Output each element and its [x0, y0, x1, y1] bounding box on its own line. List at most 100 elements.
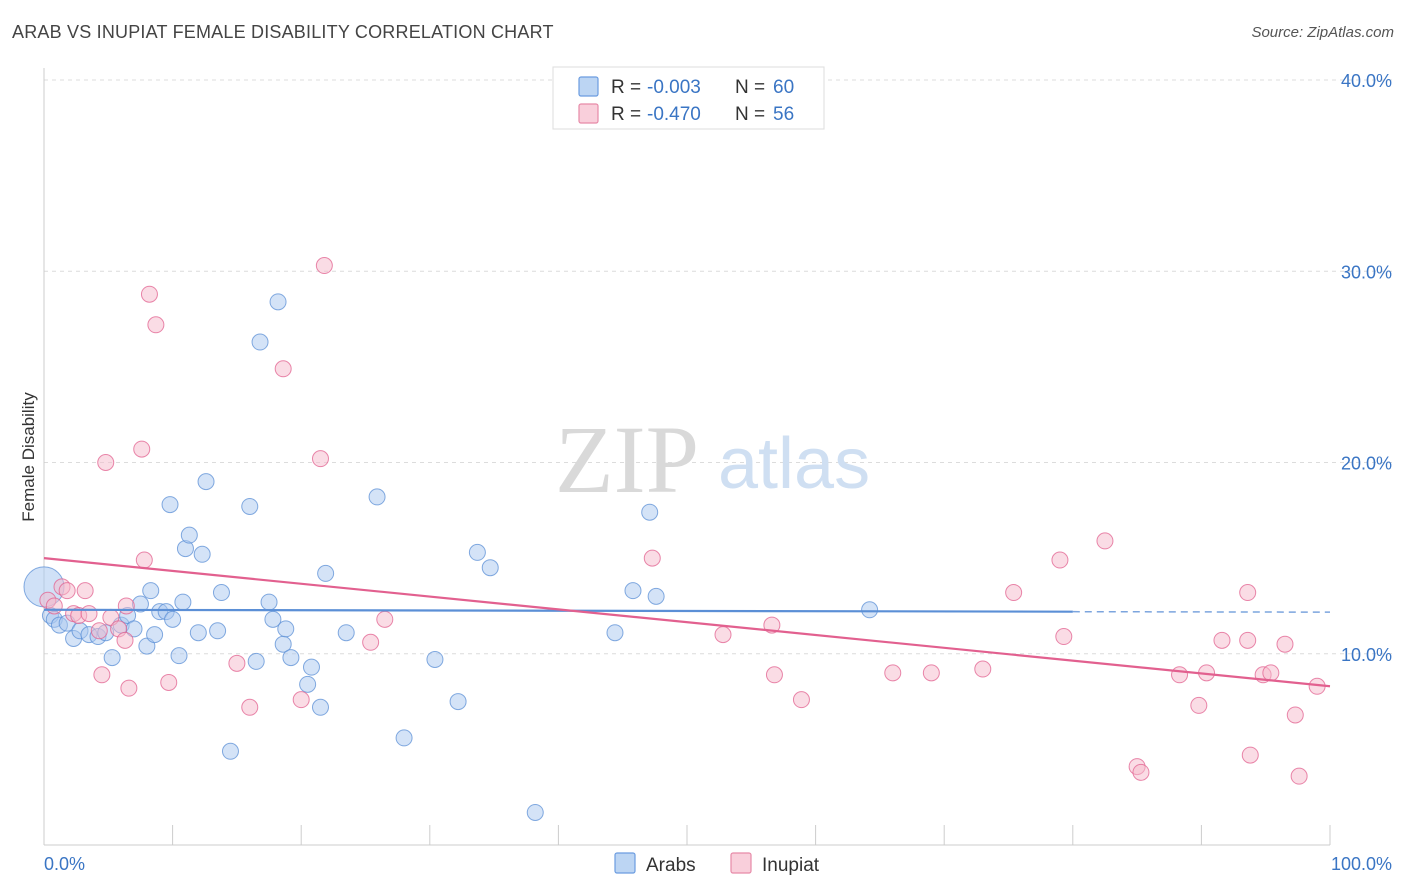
- point-inupiat-29: [643, 549, 661, 567]
- point-inupiat-48: [1239, 631, 1257, 649]
- legend-bottom-swatch-inupiat: [730, 852, 752, 874]
- point-arabs-47: [395, 729, 413, 747]
- point-arabs-48: [426, 650, 444, 668]
- point-inupiat-25: [311, 450, 329, 468]
- point-inupiat-14: [117, 597, 135, 615]
- point-inupiat-46: [1213, 631, 1231, 649]
- chart-title: ARAB VS INUPIAT FEMALE DISABILITY CORREL…: [12, 22, 554, 42]
- point-arabs-57: [861, 601, 879, 619]
- point-inupiat-27: [362, 633, 380, 651]
- point-inupiat-38: [1051, 551, 1069, 569]
- point-arabs-45: [337, 624, 355, 642]
- point-arabs-20: [161, 496, 179, 514]
- axes: [43, 68, 1331, 846]
- point-arabs-23: [174, 593, 192, 611]
- point-arabs-50: [468, 543, 486, 561]
- point-arabs-26: [189, 624, 207, 642]
- point-inupiat-49: [1241, 746, 1259, 764]
- point-arabs-41: [299, 675, 317, 693]
- point-arabs-29: [209, 622, 227, 640]
- point-arabs-31: [221, 742, 239, 760]
- point-inupiat-8: [90, 622, 108, 640]
- point-arabs-36: [264, 610, 282, 628]
- point-arabs-55: [641, 503, 659, 521]
- watermark-atlas: atlas: [718, 424, 870, 504]
- legend-bottom: Arabs Inupiat: [614, 852, 820, 876]
- point-inupiat-39: [1055, 628, 1073, 646]
- point-arabs-27: [193, 545, 211, 563]
- point-inupiat-24: [292, 691, 310, 709]
- trend-lines: [43, 557, 1331, 688]
- point-inupiat-31: [763, 616, 781, 634]
- legend-bottom-swatch-arabs: [614, 852, 636, 874]
- watermark-zip: ZIP: [555, 406, 699, 513]
- y-axis-label: Female Disability: [19, 392, 38, 522]
- point-inupiat-20: [160, 673, 178, 691]
- point-arabs-32: [241, 497, 259, 515]
- legend-n-label-arabs: N =: [735, 77, 765, 98]
- point-inupiat-16: [133, 440, 151, 458]
- point-inupiat-1: [45, 597, 63, 615]
- point-arabs-17: [146, 626, 164, 644]
- point-inupiat-28: [376, 610, 394, 628]
- y-tick-label-0: 10.0%: [1341, 645, 1392, 665]
- point-inupiat-26: [315, 257, 333, 275]
- point-inupiat-19: [147, 316, 165, 334]
- trend-line-arabs: [43, 608, 1073, 613]
- point-arabs-28: [197, 473, 215, 491]
- point-arabs-30: [212, 584, 230, 602]
- point-inupiat-34: [884, 664, 902, 682]
- point-arabs-16: [142, 582, 160, 600]
- point-inupiat-47: [1239, 584, 1257, 602]
- y-tick-label-3: 40.0%: [1341, 71, 1392, 91]
- legend-swatch-arabs: [578, 76, 599, 97]
- point-inupiat-42: [1132, 763, 1150, 781]
- point-inupiat-36: [974, 660, 992, 678]
- point-inupiat-32: [765, 666, 783, 684]
- point-arabs-35: [260, 593, 278, 611]
- point-inupiat-10: [97, 454, 115, 471]
- point-inupiat-15: [120, 679, 138, 697]
- point-arabs-49: [449, 693, 467, 711]
- point-inupiat-9: [93, 666, 111, 684]
- point-arabs-54: [624, 582, 642, 600]
- x-tick-label-min: 0.0%: [44, 854, 85, 874]
- legend-r-label-inupiat: R =: [611, 104, 641, 125]
- legend-n-value-inupiat: 56: [773, 104, 794, 125]
- point-inupiat-18: [140, 285, 158, 303]
- point-inupiat-43: [1171, 666, 1189, 684]
- point-inupiat-13: [116, 631, 134, 649]
- point-arabs-25: [180, 526, 198, 544]
- point-inupiat-22: [241, 698, 259, 716]
- point-arabs-42: [302, 658, 320, 676]
- point-inupiat-23: [274, 360, 292, 378]
- point-arabs-10: [103, 649, 121, 667]
- point-arabs-44: [317, 564, 335, 582]
- point-arabs-21: [164, 610, 182, 628]
- grid-lines: [44, 79, 1392, 655]
- point-arabs-37: [269, 293, 287, 311]
- point-arabs-40: [282, 649, 300, 667]
- point-arabs-46: [368, 488, 386, 506]
- point-arabs-53: [606, 624, 624, 642]
- point-inupiat-37: [1005, 584, 1023, 602]
- point-arabs-52: [526, 803, 544, 821]
- legend-n-label-inupiat: N =: [735, 104, 765, 125]
- point-inupiat-54: [1290, 767, 1308, 785]
- watermark: ZIP atlas: [555, 406, 870, 513]
- point-inupiat-35: [922, 664, 940, 682]
- point-arabs-34: [251, 333, 269, 351]
- legend-r-value-arabs: -0.003: [647, 77, 701, 98]
- point-arabs-39: [277, 620, 295, 638]
- y-tick-labels: 10.0% 20.0% 30.0% 40.0%: [1341, 71, 1392, 665]
- point-inupiat-30: [714, 626, 732, 644]
- legend-r-value-inupiat: -0.470: [647, 104, 701, 125]
- point-inupiat-3: [58, 582, 76, 600]
- legend-bottom-label-arabs: Arabs: [646, 855, 696, 876]
- point-inupiat-21: [228, 654, 246, 672]
- point-inupiat-6: [76, 582, 94, 600]
- legend-n-value-arabs: 60: [773, 77, 794, 98]
- y-tick-label-2: 30.0%: [1341, 262, 1392, 282]
- source-credit: Source: ZipAtlas.com: [1251, 24, 1394, 41]
- point-arabs-56: [647, 587, 665, 605]
